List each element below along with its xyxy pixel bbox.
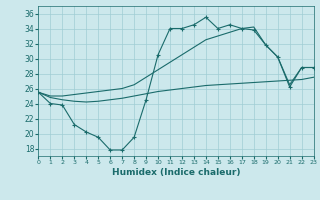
X-axis label: Humidex (Indice chaleur): Humidex (Indice chaleur)	[112, 168, 240, 177]
